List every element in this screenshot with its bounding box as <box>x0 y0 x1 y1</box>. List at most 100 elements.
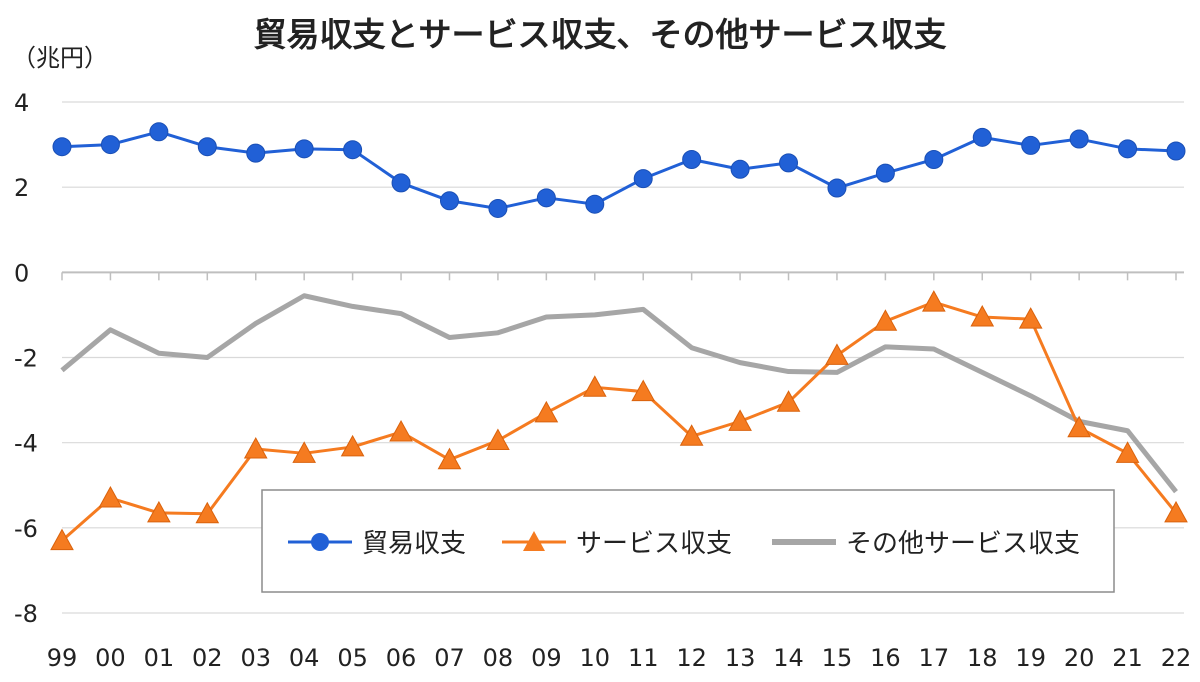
series-layer <box>50 122 1188 551</box>
x-tick-label: 09 <box>531 644 562 672</box>
x-tick-label: 01 <box>144 644 175 672</box>
data-point <box>1067 415 1091 438</box>
data-point <box>197 137 217 157</box>
data-point <box>439 191 459 211</box>
data-point <box>873 309 898 331</box>
y-axis-ticks: 4 2 0 -2 -4 -6 -8 <box>14 89 38 628</box>
data-point <box>921 290 946 312</box>
data-point <box>679 424 704 446</box>
data-point <box>343 140 363 160</box>
x-tick-label: 19 <box>1015 644 1046 672</box>
data-point <box>633 169 653 189</box>
x-tick-label: 14 <box>773 644 804 672</box>
y-tick-label: 4 <box>14 89 29 117</box>
data-point <box>582 375 607 397</box>
data-point <box>1118 139 1138 159</box>
data-point <box>243 437 268 459</box>
data-point <box>292 441 317 463</box>
data-point <box>437 447 462 470</box>
series-1 <box>52 122 1186 218</box>
legend-label: 貿易収支 <box>362 529 466 559</box>
data-point <box>730 159 750 179</box>
x-tick-label: 07 <box>434 644 465 672</box>
legend-item-1: 貿易収支 <box>288 529 466 559</box>
data-point <box>391 173 411 193</box>
legend-label: サービス収支 <box>576 529 732 559</box>
data-point <box>1021 135 1041 155</box>
x-tick-label: 06 <box>386 644 417 672</box>
data-point <box>972 127 992 147</box>
x-tick-label: 08 <box>483 644 514 672</box>
data-point <box>1069 129 1089 149</box>
x-tick-label: 17 <box>919 644 950 672</box>
x-axis-ticks: 99 00 01 02 03 04 05 06 07 08 09 10 11 12 13 14 15 16 17 18… <box>47 272 1192 672</box>
data-point <box>52 137 72 157</box>
x-tick-label: 12 <box>676 644 707 672</box>
data-point <box>827 178 847 198</box>
y-tick-label: 2 <box>14 174 29 202</box>
y-tick-label: -6 <box>14 515 38 543</box>
data-point <box>1166 141 1186 161</box>
data-point <box>728 409 752 431</box>
series-2 <box>50 290 1188 551</box>
data-point <box>246 143 266 163</box>
y-tick-label: 0 <box>14 259 29 287</box>
series-line <box>61 130 1177 210</box>
y-tick-label: -2 <box>14 345 38 373</box>
data-point <box>149 122 169 142</box>
data-point <box>488 198 508 218</box>
x-tick-label: 18 <box>967 644 998 672</box>
x-tick-label: 16 <box>870 644 901 672</box>
data-point <box>682 149 702 169</box>
data-point <box>1018 307 1043 329</box>
x-tick-label: 02 <box>192 644 223 672</box>
x-tick-label: 05 <box>337 644 368 672</box>
data-point <box>98 485 123 508</box>
legend-box <box>261 489 1115 593</box>
legend: 貿易収支 サービス収支 その他サービス収支 <box>261 489 1115 593</box>
series-3 <box>60 293 1178 494</box>
chart-title: 貿易収支とサービス収支、その他サービス収支 <box>254 15 947 54</box>
data-point <box>776 390 801 412</box>
data-point <box>631 379 656 402</box>
y-tick-label: -8 <box>14 600 38 628</box>
legend-item-2: サービス収支 <box>502 529 732 559</box>
legend-marker <box>311 533 329 551</box>
data-point <box>486 428 510 451</box>
x-tick-label: 21 <box>1112 644 1143 672</box>
x-tick-label: 03 <box>240 644 271 672</box>
x-tick-label: 20 <box>1064 644 1095 672</box>
unit-label: （兆円） <box>12 44 108 72</box>
data-point <box>536 188 556 208</box>
legend-label: その他サービス収支 <box>846 529 1080 559</box>
data-point <box>147 500 171 523</box>
data-point <box>825 343 849 365</box>
data-point <box>1164 500 1188 523</box>
data-point <box>924 149 944 169</box>
data-point <box>389 419 413 442</box>
data-point <box>1115 441 1140 463</box>
data-point <box>534 400 559 423</box>
legend-item-3: その他サービス収支 <box>772 529 1080 559</box>
x-tick-label: 00 <box>95 644 126 672</box>
x-tick-label: 15 <box>822 644 853 672</box>
data-point <box>779 153 799 173</box>
x-tick-label: 13 <box>725 644 756 672</box>
data-point <box>585 194 605 214</box>
y-tick-label: -4 <box>14 430 38 458</box>
data-point <box>50 528 74 551</box>
data-point <box>875 163 895 183</box>
x-tick-label: 11 <box>628 644 659 672</box>
x-tick-label: 22 <box>1161 644 1192 672</box>
data-point <box>100 135 120 155</box>
legend-marker <box>523 531 545 551</box>
x-tick-label: 10 <box>580 644 611 672</box>
data-point <box>340 434 365 457</box>
x-tick-label: 04 <box>289 644 320 672</box>
data-point <box>294 139 314 159</box>
series-line <box>61 300 1178 542</box>
x-tick-label: 99 <box>47 644 78 672</box>
data-point <box>970 305 995 327</box>
series-line <box>60 293 1178 494</box>
